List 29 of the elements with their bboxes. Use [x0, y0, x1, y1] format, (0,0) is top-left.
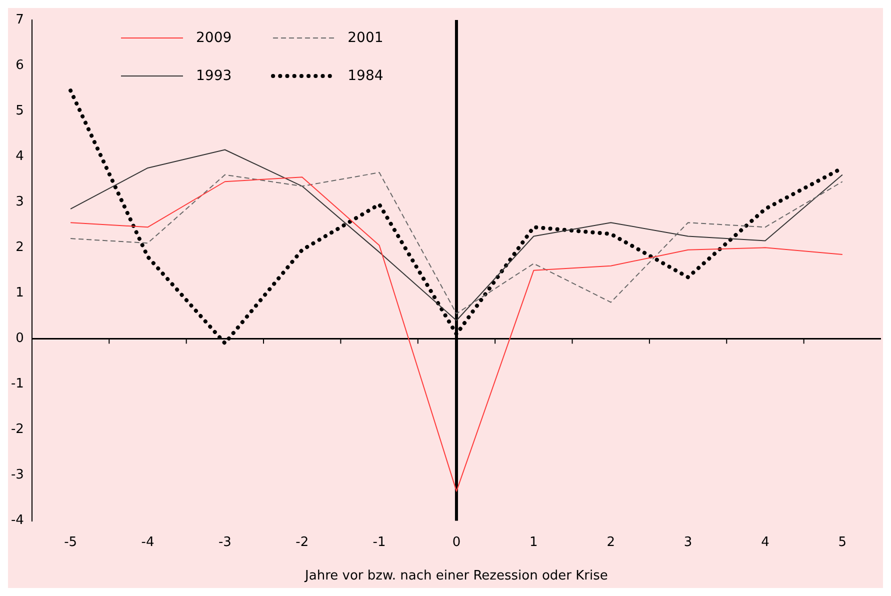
x-tick-label: 2: [606, 534, 615, 550]
legend-label: 1984: [348, 68, 384, 84]
y-tick-label: -1: [10, 376, 24, 392]
legend-label: 1993: [196, 68, 232, 84]
y-tick-label: 7: [16, 12, 24, 28]
y-tick-label: -3: [10, 468, 24, 483]
x-axis-title: Jahre vor bzw. nach einer Rezession oder Krise: [304, 568, 608, 584]
x-tick-label: -4: [141, 534, 154, 550]
y-tick-label: 3: [16, 194, 24, 210]
x-tick-label: -2: [296, 534, 309, 550]
legend-label: 2009: [196, 30, 232, 46]
y-tick-label: 2: [16, 240, 24, 256]
x-tick-label: -1: [372, 534, 386, 550]
x-tick-label: 3: [684, 534, 692, 550]
x-tick-label: 4: [761, 534, 770, 550]
line-series: [70, 172, 843, 314]
y-tick-label: 1: [16, 286, 24, 301]
x-tick-label: 5: [838, 534, 847, 550]
y-tick-label: 5: [16, 103, 24, 118]
x-tick-label: 0: [452, 534, 461, 550]
x-tick-label: 1: [530, 534, 538, 550]
y-tick-label: 0: [16, 331, 24, 346]
x-tick-label: -3: [218, 534, 232, 550]
y-tick-label: -4: [10, 513, 24, 528]
x-tick-label: -5: [64, 534, 78, 550]
y-tick-label: 4: [16, 148, 24, 164]
y-tick-label: -2: [10, 422, 24, 438]
legend-label: 2001: [348, 30, 384, 46]
y-tick-label: 6: [16, 58, 24, 73]
